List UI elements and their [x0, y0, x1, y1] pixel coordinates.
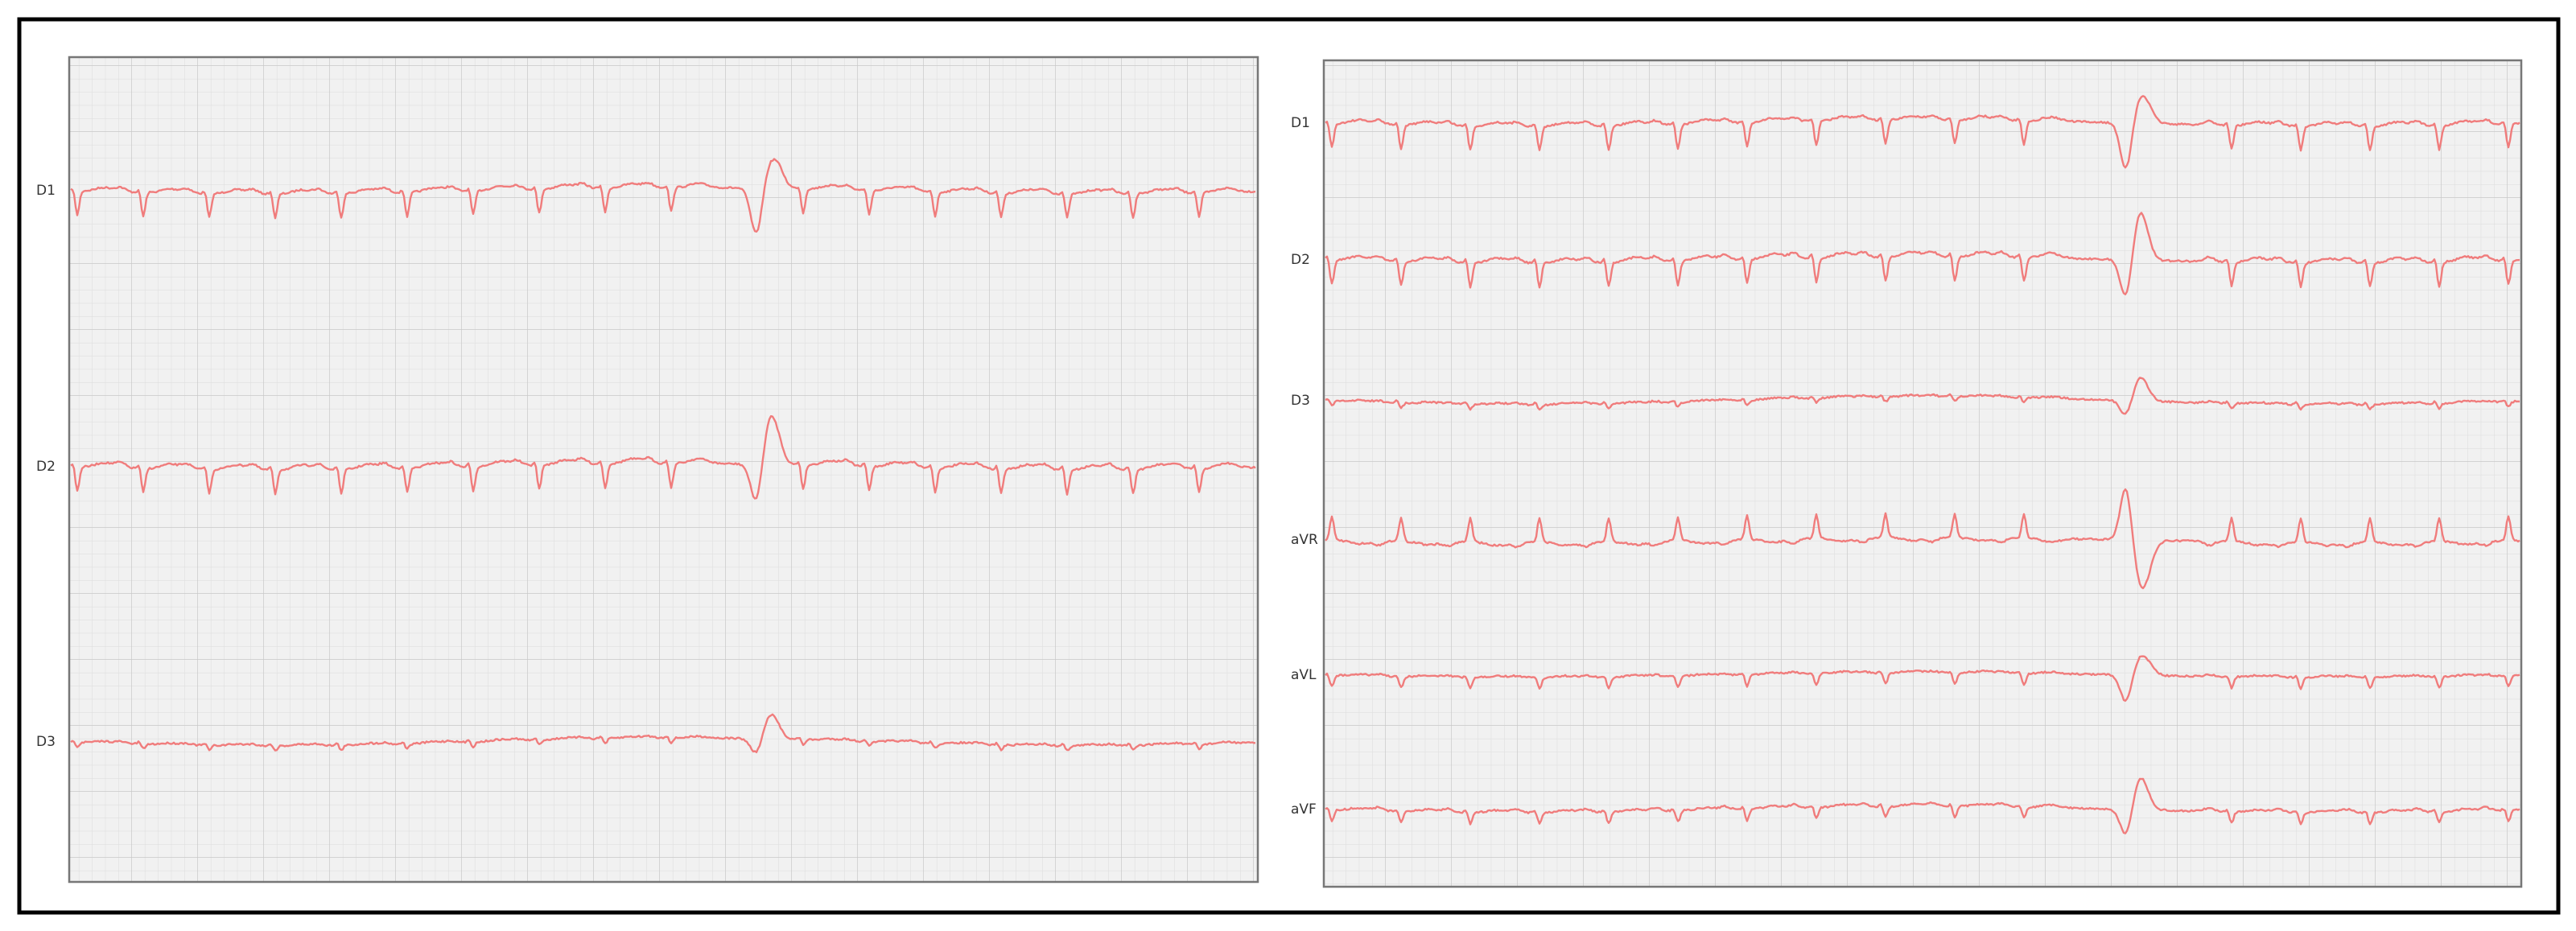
- lead-label: aVL: [1291, 667, 1317, 683]
- ecg-trace: [1325, 212, 2520, 295]
- ecg-trace: [1325, 777, 2520, 834]
- lead-label: D2: [36, 459, 56, 475]
- grid: [1322, 59, 2523, 888]
- lead-label: D3: [1291, 393, 1310, 409]
- ecg-trace: [1325, 377, 2520, 415]
- lead-label: D2: [1291, 252, 1310, 268]
- ecg-trace: [1325, 95, 2520, 169]
- lead-label: aVF: [1291, 801, 1317, 818]
- lead-label: D3: [36, 734, 56, 750]
- lead-label: D1: [1291, 115, 1310, 131]
- lead-label: aVR: [1291, 532, 1318, 548]
- ecg-trace: [70, 415, 1256, 500]
- ecg-trace: [1325, 655, 2520, 702]
- right-panel: [1322, 59, 2523, 888]
- ecg-trace: [70, 158, 1256, 233]
- lead-label: D1: [36, 183, 56, 199]
- ecg-trace: [1325, 488, 2520, 590]
- ecg-trace: [70, 713, 1255, 753]
